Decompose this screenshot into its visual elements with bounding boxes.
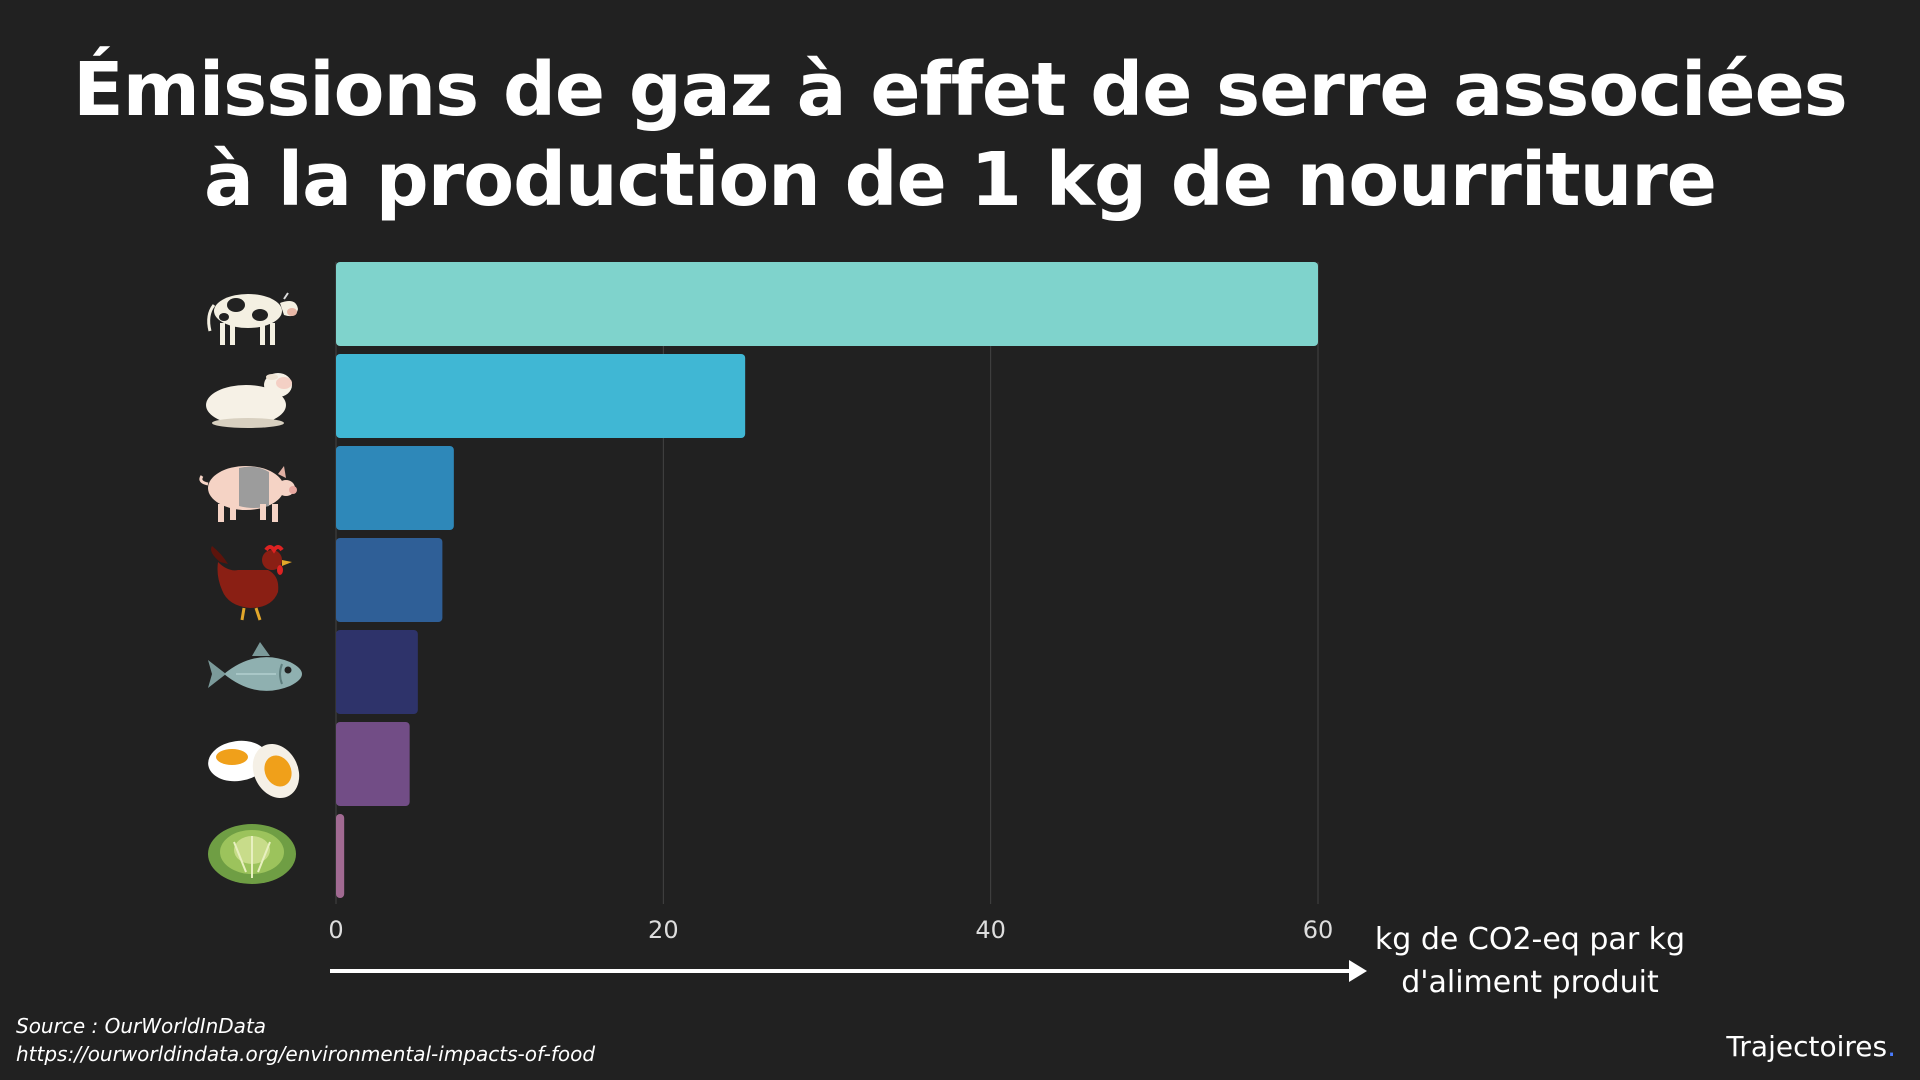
x-tick-label: 0 bbox=[328, 916, 343, 944]
egg-icon bbox=[202, 727, 312, 807]
pig-icon bbox=[194, 450, 304, 530]
x-axis-title-line1: kg de CO2-eq par kg bbox=[1374, 922, 1686, 957]
bar-egg bbox=[336, 722, 410, 806]
axis-arrow bbox=[330, 960, 1367, 982]
bar-lettuce bbox=[336, 814, 345, 898]
source-label: Source : OurWorldInData bbox=[16, 1014, 267, 1038]
lettuce-icon bbox=[200, 812, 310, 892]
chart-title: Émissions de gaz à effet de serre associ… bbox=[73, 47, 1848, 223]
x-tick-labels: 0 20 40 60 bbox=[328, 916, 1333, 944]
brand-name: Trajectoires bbox=[1726, 1030, 1888, 1063]
bar-cow bbox=[336, 262, 1318, 346]
x-tick-label: 60 bbox=[1303, 916, 1334, 944]
x-axis-title: kg de CO2-eq par kg d'aliment produit bbox=[1360, 918, 1700, 1004]
bars bbox=[336, 262, 1318, 898]
source-note: Source : OurWorldInData https://ourworld… bbox=[16, 1012, 595, 1068]
x-tick-label: 40 bbox=[975, 916, 1006, 944]
cow-icon bbox=[198, 275, 308, 355]
chicken-icon bbox=[198, 542, 308, 622]
bar-sheep bbox=[336, 354, 746, 438]
sheep-icon bbox=[198, 357, 308, 437]
bar-fish bbox=[336, 630, 418, 714]
source-url: https://ourworldindata.org/environmental… bbox=[16, 1042, 596, 1066]
bar-pig bbox=[336, 446, 454, 530]
x-axis-title-line2: d'aliment produit bbox=[1401, 965, 1659, 1000]
brand-logo: Trajectoires. bbox=[1726, 1030, 1896, 1063]
x-tick-label: 20 bbox=[648, 916, 679, 944]
brand-dot: . bbox=[1887, 1030, 1896, 1063]
fish-icon bbox=[206, 634, 316, 714]
bar-chicken bbox=[336, 538, 443, 622]
